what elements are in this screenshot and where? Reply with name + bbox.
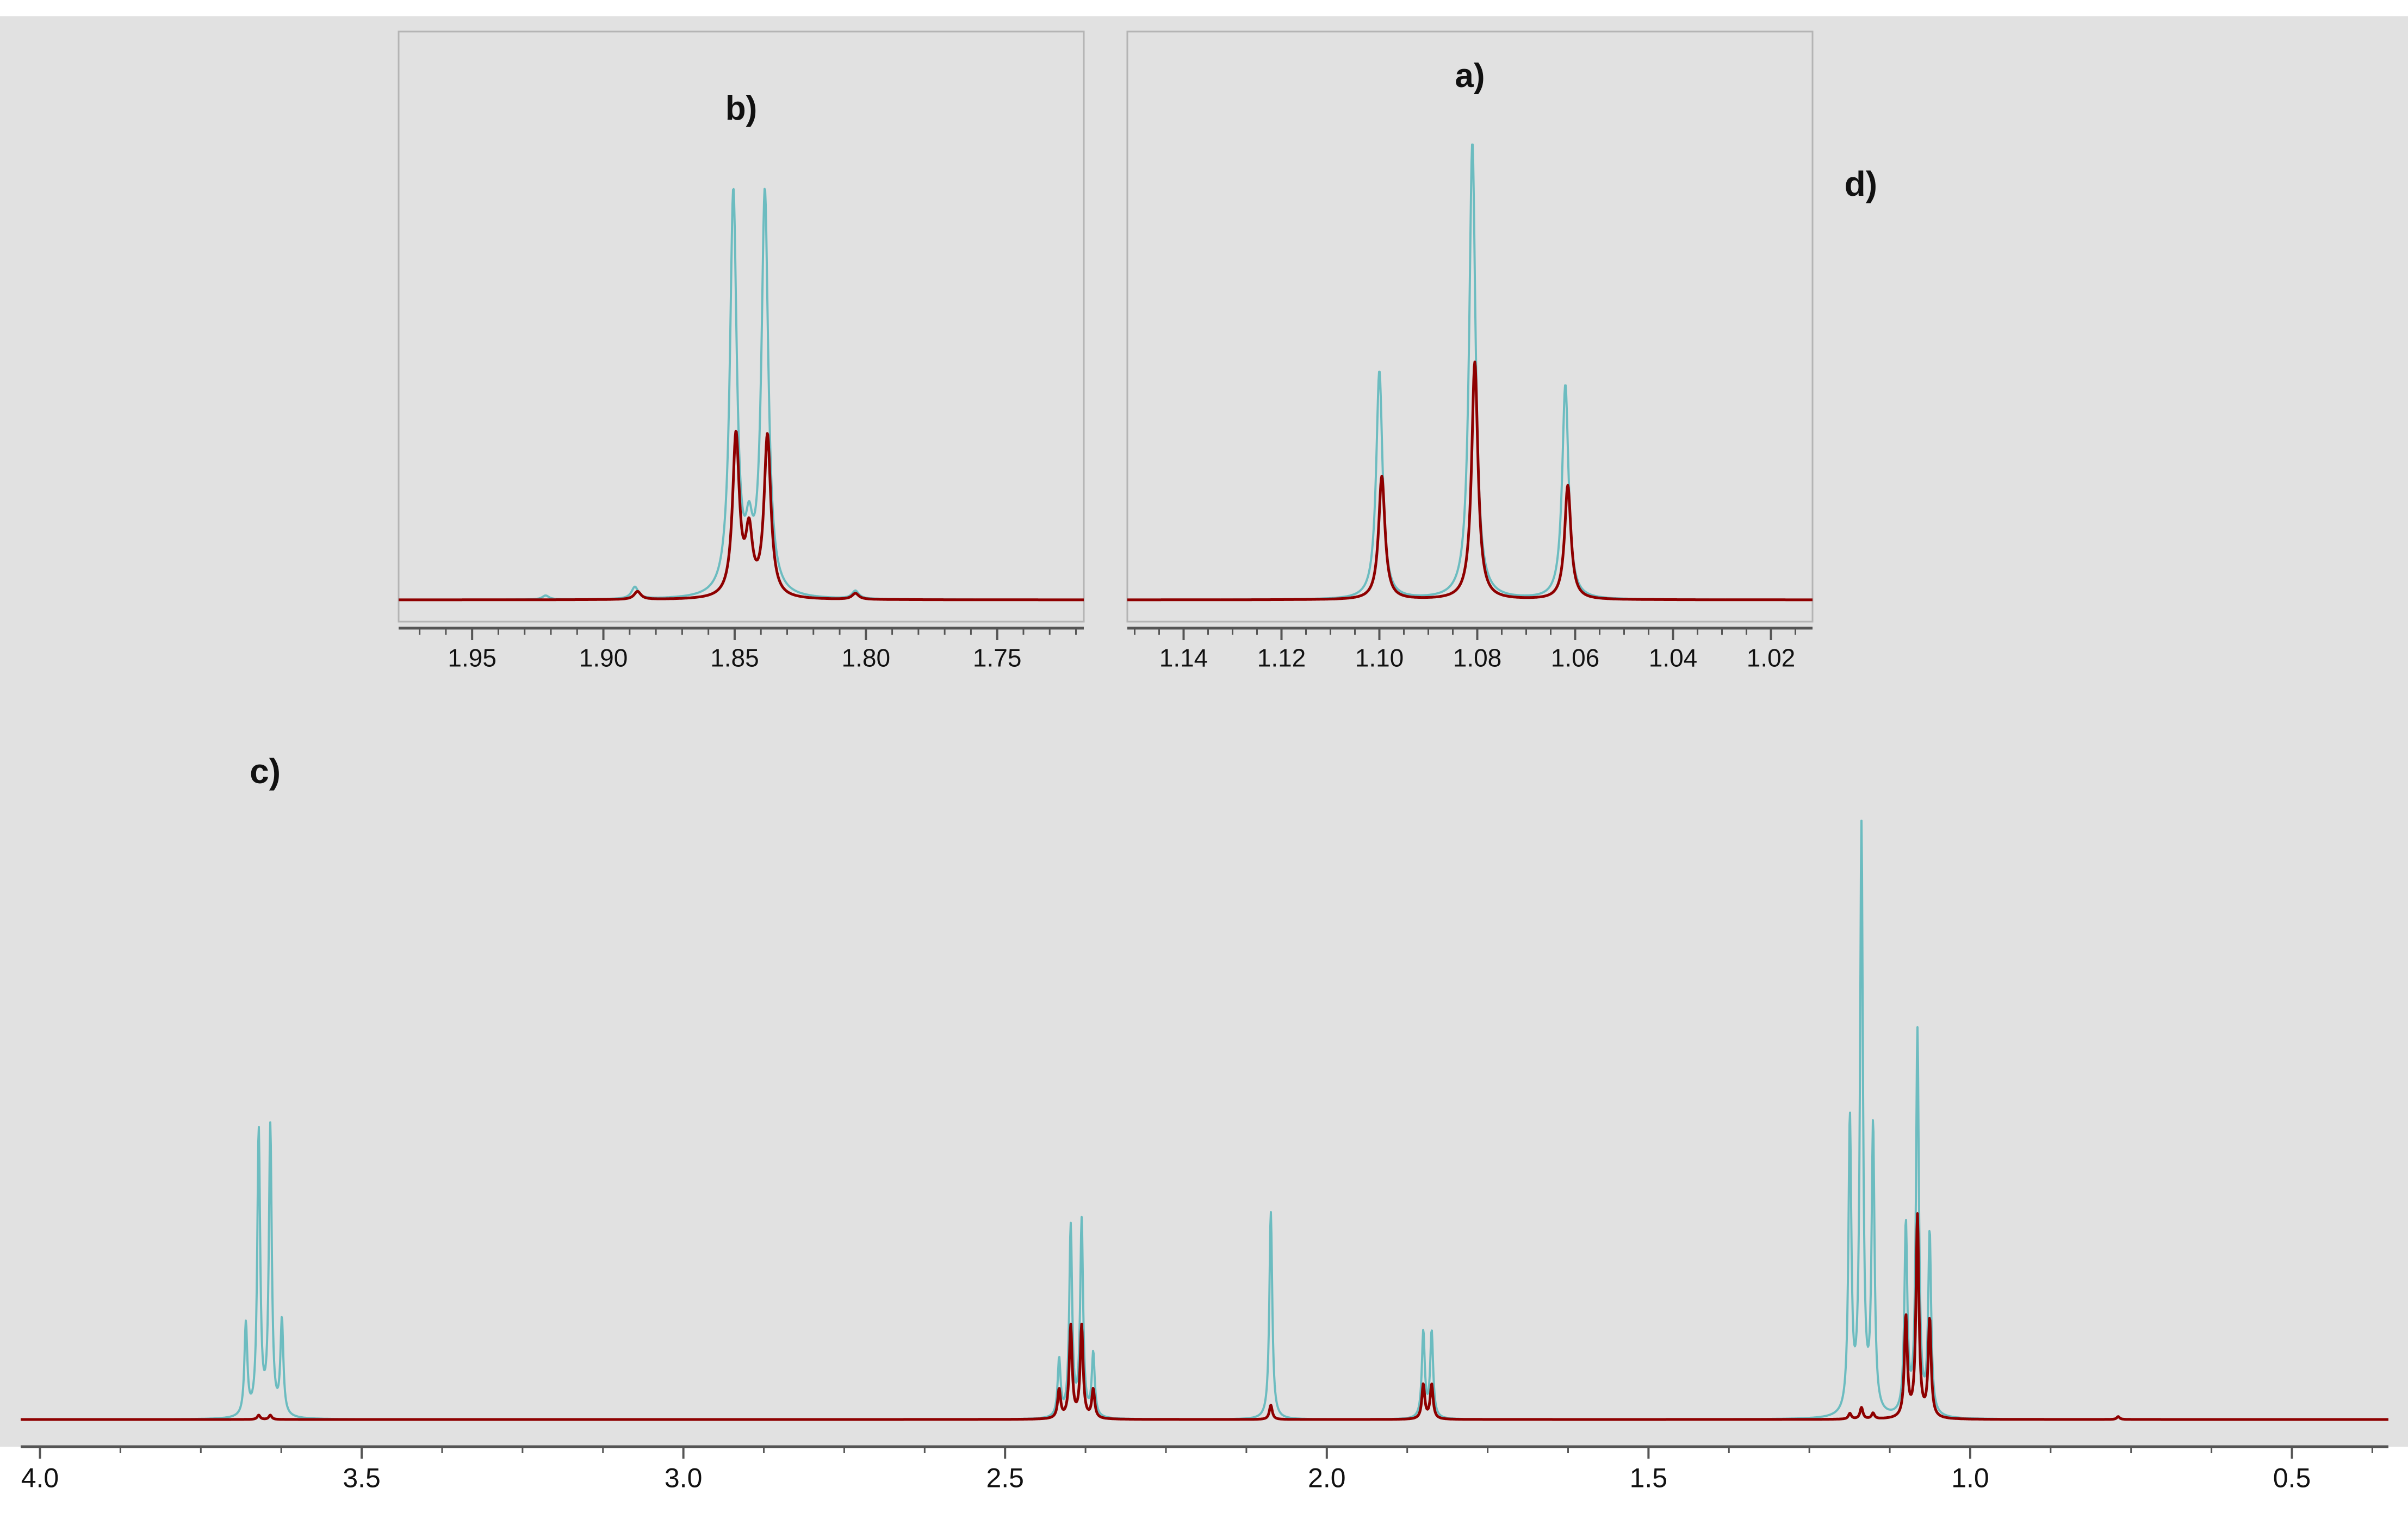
x-tick-label: 1.08 (1453, 643, 1502, 672)
x-tick-label: 1.85 (710, 643, 759, 672)
x-tick-label: 1.75 (973, 643, 1022, 672)
x-tick-label: 1.10 (1355, 643, 1404, 672)
x-tick-label: 1.02 (1747, 643, 1796, 672)
x-tick-label: 3.0 (665, 1463, 703, 1493)
top-margin (0, 0, 2408, 16)
peak-annotation: d) (1845, 164, 1877, 203)
inset-title: b) (725, 90, 758, 127)
chart-panel-0: 4.0 3.5 3.0 2.5 2.0 1.5 1.0 0.5 c) d) (20, 164, 2390, 1493)
peak-annotation: c) (250, 752, 281, 791)
x-tick-label: 2.5 (986, 1463, 1024, 1493)
x-tick-label: 0.5 (2273, 1463, 2311, 1493)
series-line-red (1126, 361, 1814, 602)
inset-title: a) (1455, 57, 1485, 95)
x-tick-label: 1.12 (1257, 643, 1306, 672)
x-tick-label: 1.5 (1630, 1463, 1668, 1493)
x-tick-label: 3.5 (343, 1463, 381, 1493)
x-tick-label: 2.0 (1308, 1463, 1346, 1493)
series-line-red (398, 430, 1085, 602)
x-tick-label: 1.04 (1649, 643, 1698, 672)
x-tick-label: 1.0 (1951, 1463, 1989, 1493)
x-tick-label: 4.0 (21, 1463, 59, 1493)
x-tick-label: 1.14 (1159, 643, 1208, 672)
x-tick-label: 1.06 (1551, 643, 1600, 672)
chart-panel-1: 1.95 1.90 1.85 1.80 1.75 b) (398, 30, 1085, 672)
series-line-red (20, 1212, 2390, 1421)
chart-panel-2: 1.14 1.12 1.10 1.08 1.06 1.04 1.02 a) (1126, 30, 1814, 672)
x-tick-label: 1.95 (448, 643, 497, 672)
x-tick-label: 1.80 (842, 643, 891, 672)
bottom-axis-area (0, 1447, 2408, 1522)
x-tick-label: 1.90 (579, 643, 628, 672)
